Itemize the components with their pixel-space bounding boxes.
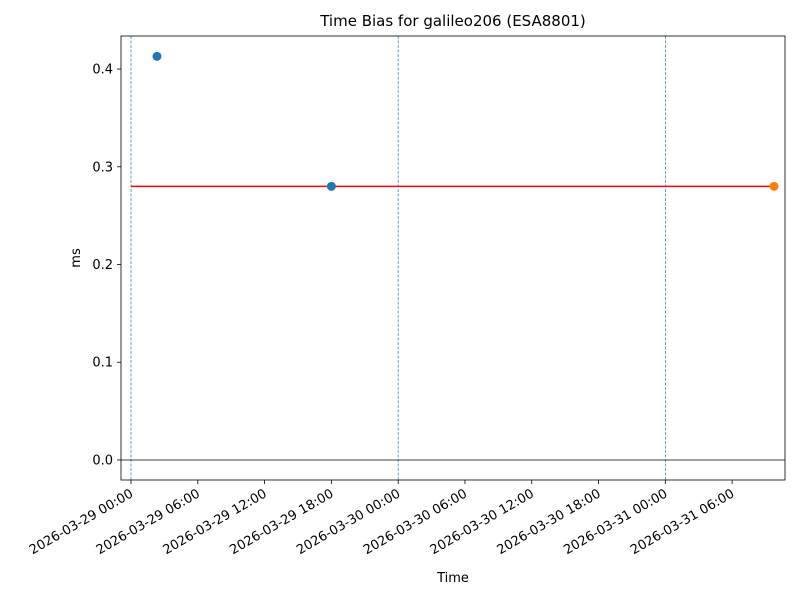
y-tick-label: 0.2 — [92, 258, 113, 273]
y-tick-label: 0.0 — [92, 453, 113, 468]
point — [152, 51, 162, 61]
y-tick-label: 0.4 — [92, 63, 113, 78]
y-axis-label: ms — [69, 248, 84, 268]
plot-frame — [120, 35, 786, 481]
y-tick-label: 0.3 — [92, 160, 113, 175]
point — [769, 181, 779, 191]
y-tick-label: 0.1 — [92, 356, 113, 371]
chart-title: Time Bias for galileo206 (ESA8801) — [319, 12, 586, 30]
x-axis-label: Time — [436, 571, 469, 586]
point — [326, 181, 336, 191]
